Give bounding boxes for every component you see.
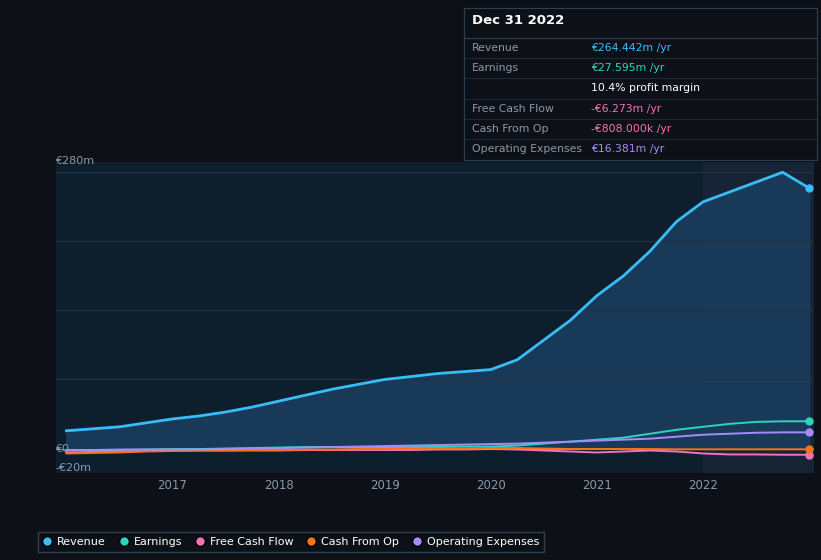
Legend: Revenue, Earnings, Free Cash Flow, Cash From Op, Operating Expenses: Revenue, Earnings, Free Cash Flow, Cash … (39, 532, 544, 552)
Text: -€808.000k /yr: -€808.000k /yr (591, 124, 672, 134)
Text: -€20m: -€20m (55, 463, 91, 473)
Text: Revenue: Revenue (472, 43, 520, 53)
Text: -€6.273m /yr: -€6.273m /yr (591, 104, 662, 114)
Text: €27.595m /yr: €27.595m /yr (591, 63, 664, 73)
Text: Dec 31 2022: Dec 31 2022 (472, 14, 564, 27)
Text: Free Cash Flow: Free Cash Flow (472, 104, 554, 114)
Bar (703, 162, 814, 473)
Text: Operating Expenses: Operating Expenses (472, 144, 582, 155)
Text: €16.381m /yr: €16.381m /yr (591, 144, 664, 155)
Text: €280m: €280m (55, 156, 94, 166)
Text: Earnings: Earnings (472, 63, 519, 73)
Text: Cash From Op: Cash From Op (472, 124, 548, 134)
Text: 10.4% profit margin: 10.4% profit margin (591, 83, 700, 94)
Text: €0: €0 (55, 444, 69, 454)
Text: €264.442m /yr: €264.442m /yr (591, 43, 672, 53)
